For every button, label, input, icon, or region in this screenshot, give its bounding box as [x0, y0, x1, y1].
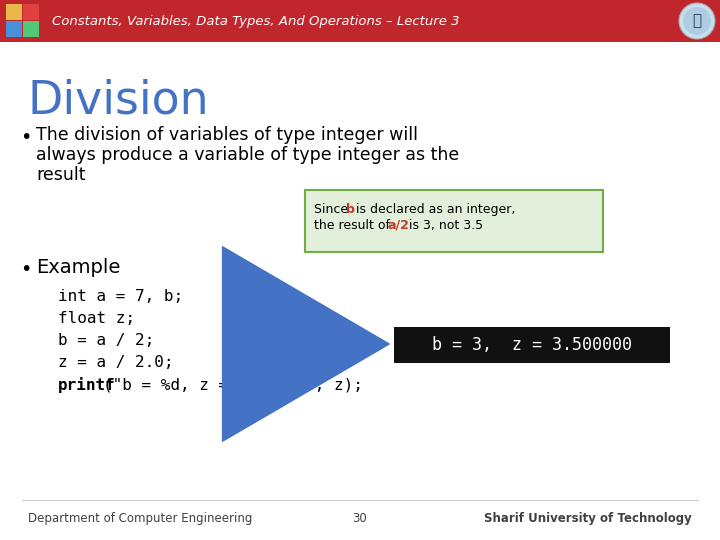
- FancyBboxPatch shape: [6, 21, 22, 37]
- Text: is declared as an integer,: is declared as an integer,: [352, 203, 516, 216]
- Text: •: •: [20, 260, 32, 279]
- Text: z = a / 2.0;: z = a / 2.0;: [58, 355, 174, 370]
- Text: Since: Since: [314, 203, 352, 216]
- Text: The division of variables of type integer will: The division of variables of type intege…: [36, 126, 418, 144]
- FancyBboxPatch shape: [0, 0, 720, 42]
- FancyBboxPatch shape: [23, 4, 39, 20]
- Text: always produce a variable of type integer as the: always produce a variable of type intege…: [36, 146, 459, 164]
- Text: ("b = %d, z = %f\n", b, z);: ("b = %d, z = %f\n", b, z);: [103, 377, 363, 392]
- Text: the result of: the result of: [314, 219, 394, 232]
- FancyBboxPatch shape: [305, 190, 603, 252]
- Text: printf: printf: [58, 377, 116, 393]
- Text: Department of Computer Engineering: Department of Computer Engineering: [28, 512, 253, 525]
- Text: •: •: [20, 128, 32, 147]
- FancyBboxPatch shape: [6, 4, 22, 20]
- Circle shape: [679, 3, 715, 39]
- Text: Sharif University of Technology: Sharif University of Technology: [485, 512, 692, 525]
- Text: b: b: [346, 203, 355, 216]
- Text: b = 3,  z = 3.500000: b = 3, z = 3.500000: [432, 336, 632, 354]
- Text: a/2: a/2: [387, 219, 409, 232]
- Text: is 3, not 3.5: is 3, not 3.5: [405, 219, 483, 232]
- Text: 🏛: 🏛: [693, 14, 701, 29]
- Text: int a = 7, b;: int a = 7, b;: [58, 289, 183, 304]
- Text: Example: Example: [36, 258, 120, 277]
- Text: Constants, Variables, Data Types, And Operations – Lecture 3: Constants, Variables, Data Types, And Op…: [52, 15, 459, 28]
- Text: Division: Division: [28, 78, 210, 123]
- FancyBboxPatch shape: [23, 21, 39, 37]
- Text: float z;: float z;: [58, 311, 135, 326]
- Text: b = a / 2;: b = a / 2;: [58, 333, 154, 348]
- Text: result: result: [36, 166, 86, 184]
- Text: 30: 30: [353, 512, 367, 525]
- FancyBboxPatch shape: [394, 327, 670, 363]
- Circle shape: [683, 7, 711, 35]
